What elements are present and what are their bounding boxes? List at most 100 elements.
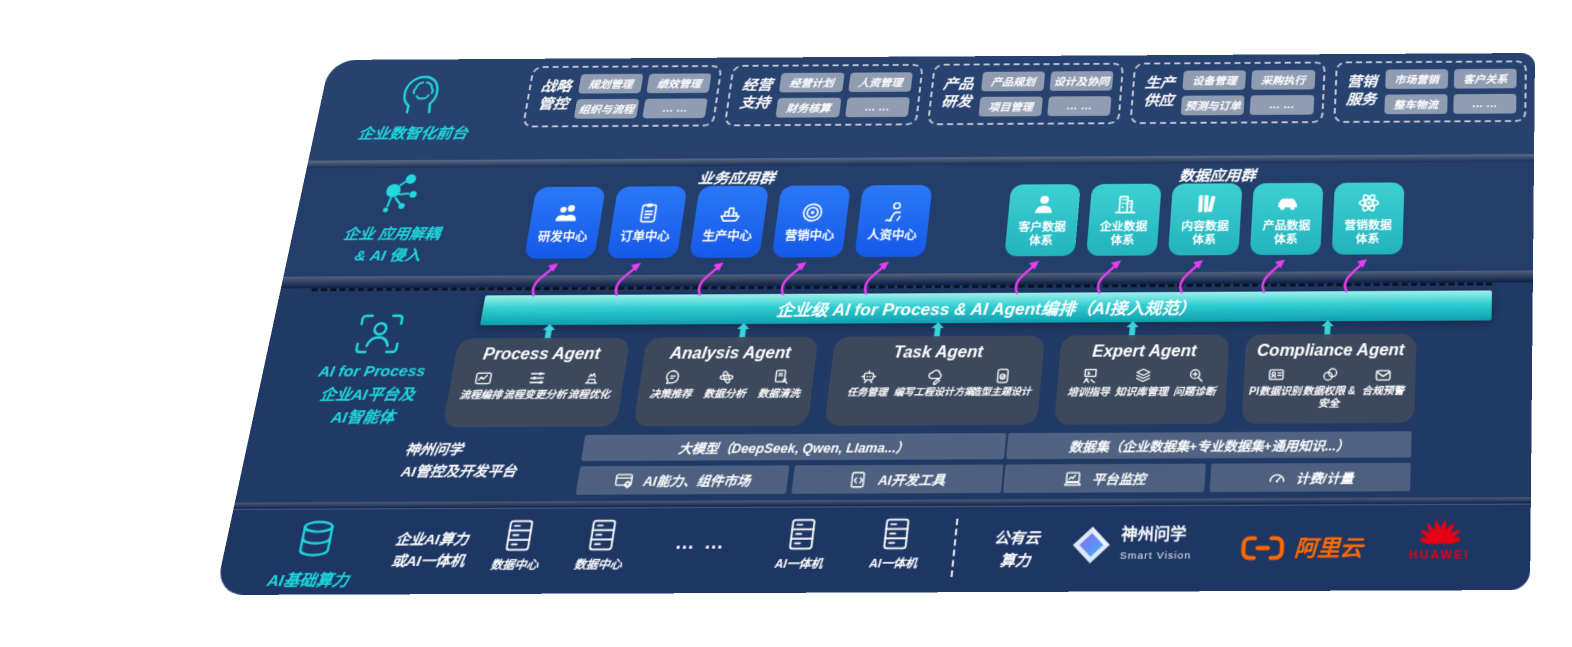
- server-icon: [503, 519, 536, 551]
- module-pill: 项目管理: [978, 96, 1043, 117]
- module-pill: 设计及协同: [1049, 71, 1114, 91]
- gauge-icon: [1266, 468, 1286, 482]
- alert-mail-icon: [1374, 365, 1393, 382]
- module-pill: 绩效管理: [646, 73, 712, 94]
- order-clipboard-icon: [633, 202, 664, 225]
- architecture-panel: 战略 管控 规划管理 绩效管理 组织与流程 … … 经营 支持 经营计划 人资管理 …: [214, 53, 1535, 595]
- app-box-label: 营销数据: [1344, 219, 1392, 232]
- decision-chat-icon: [663, 369, 683, 386]
- agent-capability: 编写工程设计方案: [893, 367, 975, 399]
- module-pill: 产品规划: [980, 71, 1046, 92]
- server-icon: [786, 518, 818, 550]
- server-datacenter-1: 数据中心: [487, 519, 548, 573]
- capability-label: 流程优化: [566, 389, 611, 401]
- agent-capability: 任务管理: [834, 368, 902, 400]
- production-icon: [715, 200, 745, 225]
- front-office-group-operation: 经营 支持 经营计划 人资管理 财务核算 … …: [724, 63, 924, 127]
- platform-cell-label: AI开发工具: [877, 473, 946, 489]
- marketing-atom-icon: [1355, 190, 1383, 215]
- capability-label: 流程编排: [458, 389, 503, 402]
- app-box-label: 企业数据: [1099, 221, 1148, 233]
- infra-compute-label: AI基础算力: [242, 518, 384, 592]
- huawei-logo: [1419, 518, 1460, 547]
- magenta-arrow: [523, 256, 574, 298]
- magenta-arrow: [1254, 252, 1300, 294]
- capability-label: 决策推荐: [648, 389, 693, 401]
- module-pill: … …: [1249, 94, 1314, 115]
- task-robot-icon: [859, 368, 879, 385]
- capability-label: 流程变更分析: [502, 389, 568, 402]
- capability-label: 问题诊断: [1172, 386, 1216, 399]
- data-apps-row: 客户数据 体系 企业数据 体系 内容数据 体系 产品数据 体系 营销数据 体系: [1004, 182, 1405, 256]
- group-name-line: 供应: [1142, 92, 1175, 110]
- app-box-production-center: 生产中心: [689, 185, 770, 258]
- group-name-line: 产品: [942, 76, 975, 93]
- module-pill: 财务核算: [775, 97, 842, 118]
- module-pill: … …: [642, 98, 709, 119]
- front-office-band: 战略 管控 规划管理 绩效管理 组织与流程 … … 经营 支持 经营计划 人资管理 …: [308, 53, 1535, 161]
- customer-person-icon: [1035, 195, 1053, 213]
- vendor-name: HUAWEI: [1408, 548, 1470, 563]
- module-pill: … …: [1047, 96, 1112, 117]
- agent-capability: 数据权限 & 安全: [1302, 366, 1356, 410]
- platform-cell-ai-market: AI能力、组件市场: [575, 465, 789, 495]
- platform-cell-label: 计费/计量: [1295, 471, 1354, 487]
- magenta-arrow: [1007, 253, 1054, 295]
- product-car-icon: [1277, 198, 1298, 210]
- module-pill: 人资管理: [847, 72, 913, 93]
- group-name-line: 管控: [536, 96, 570, 113]
- module-pill: … …: [844, 97, 910, 118]
- app-box-label: 订单中心: [619, 229, 671, 244]
- capability-label: 数据清洗: [756, 388, 801, 401]
- module-pill: … …: [1453, 93, 1517, 114]
- ai-devtools-icon: [848, 470, 870, 489]
- agent-capability: 造型主题设计: [968, 367, 1036, 399]
- agents-row: Process Agent 流程编排 流程变更分析 流程优化: [442, 333, 1417, 428]
- magenta-arrow: [773, 254, 822, 296]
- enterprise-compute-text: 企业AI算力 或AI一体机: [364, 529, 496, 573]
- server-icon: [586, 519, 619, 551]
- platform-models-group: 大模型（DeepSeek, Qwen, Llama...） AI能力、组件市场 …: [575, 433, 1007, 495]
- vendor-subname: Smart Vision: [1119, 549, 1192, 563]
- app-box-marketing-data: 营销数据 体系: [1331, 182, 1405, 254]
- app-box-product-data: 产品数据 体系: [1249, 182, 1324, 255]
- ai-market-icon: [613, 471, 635, 490]
- capability-label: PI数据识别: [1248, 386, 1302, 398]
- group-name-line: 支持: [738, 95, 771, 112]
- app-box-label: 内容数据: [1180, 220, 1230, 233]
- module-pill: 采购执行: [1251, 69, 1316, 90]
- capability-label: 培训指导: [1066, 387, 1111, 399]
- magenta-arrow: [856, 254, 904, 296]
- compliance-agent-card: Compliance Agent PI数据识别 数据权限 & 安全 合规预警: [1241, 333, 1417, 424]
- magenta-arrow: [1336, 251, 1381, 293]
- app-box-label: 产品数据: [1262, 220, 1311, 233]
- capability-label: 数据分析: [702, 388, 747, 401]
- expert-agent-card: Expert Agent 培训指导 知识库管理 问题诊断: [1053, 334, 1230, 425]
- magenta-arrow: [1089, 253, 1136, 295]
- server-ai-allinone-1: AI一体机: [772, 518, 831, 572]
- app-box-label: 客户数据: [1017, 221, 1067, 234]
- front-office-group-strategy: 战略 管控 规划管理 绩效管理 组织与流程 … …: [521, 65, 724, 128]
- cloud-line: 公有云: [993, 529, 1041, 547]
- aliyun-logo: [1239, 533, 1286, 562]
- app-box-order-center: 订单中心: [606, 186, 688, 258]
- agent-capability: 数据分析: [698, 368, 755, 400]
- platform-cell-label: AI能力、组件市场: [642, 473, 752, 490]
- app-box-label: 体系: [1110, 235, 1135, 247]
- flow-orchestration-icon: [473, 370, 494, 387]
- server-icon: [881, 518, 913, 550]
- business-apps-row: 研发中心 订单中心 生产中心 营销中心 人资中心: [523, 184, 933, 259]
- platform-dataset-group: 数据集（企业数据集+专业数据集+通用知识...） 平台监控 计费/计量: [1002, 431, 1412, 493]
- app-box-label: 研发中心: [536, 229, 589, 244]
- capability-label: 合规预警: [1361, 385, 1405, 398]
- id-card-icon: [1267, 366, 1286, 383]
- platform-cell-metering: 计费/计量: [1209, 462, 1411, 493]
- module-pill: 预测与订单: [1180, 95, 1246, 116]
- platform-cell-monitor: 平台监控: [1002, 463, 1206, 493]
- module-pill: 设备管理: [1182, 70, 1247, 91]
- group-name-line: 服务: [1345, 91, 1377, 108]
- compute-line: 企业AI算力: [394, 531, 470, 548]
- app-box-enterprise-data: 企业数据 体系: [1086, 183, 1162, 256]
- app-box-label: 人资中心: [866, 227, 918, 242]
